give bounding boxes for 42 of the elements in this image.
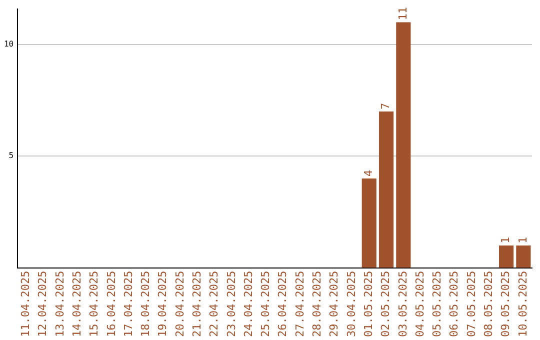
x-tick-label: 07.05.2025: [464, 270, 478, 338]
x-tick-label: 09.05.2025: [499, 270, 512, 338]
x-tick-label: 03.05.2025: [396, 270, 410, 338]
x-tick-label: 27.04.2025: [293, 270, 306, 338]
y-tick-label: 5: [8, 151, 14, 160]
x-tick-label: 30.04.2025: [344, 270, 358, 338]
x-tick-label: 17.04.2025: [122, 270, 135, 338]
bar: [378, 111, 394, 268]
x-tick-label: 08.05.2025: [482, 270, 495, 338]
x-tick-label: 29.04.2025: [328, 270, 341, 338]
x-tick-label: 24.04.2025: [242, 270, 255, 338]
x-tick-label: 10.05.2025: [516, 270, 530, 338]
x-tick-label: 19.04.2025: [156, 270, 170, 338]
x-tick-label: 22.04.2025: [208, 270, 221, 338]
x-tick-label: 06.05.2025: [448, 270, 461, 338]
y-tick-label: 10: [4, 40, 14, 49]
x-tick-label: 11.04.2025: [19, 270, 32, 338]
data-label: 4: [362, 169, 375, 176]
bar: [516, 245, 531, 268]
x-tick-label: 20.04.2025: [173, 270, 186, 338]
data-label: 11: [396, 6, 410, 20]
bar: [396, 22, 411, 268]
x-tick-label: 02.05.2025: [379, 270, 392, 338]
x-tick-label: 15.04.2025: [88, 270, 101, 338]
x-tick-label: 13.04.2025: [53, 270, 66, 338]
x-tick-label: 26.04.2025: [276, 270, 290, 338]
data-label: 1: [499, 236, 512, 244]
bar: [498, 245, 514, 268]
data-label: 7: [379, 102, 392, 110]
x-tick-label: 25.04.2025: [259, 270, 272, 338]
x-tick-label: 18.04.2025: [139, 270, 152, 338]
bar: [362, 178, 376, 268]
data-label: 1: [516, 236, 530, 244]
x-tick-label: 05.05.2025: [430, 270, 444, 338]
x-tick-label: 23.04.2025: [224, 270, 238, 338]
x-tick-label: 16.04.2025: [104, 270, 118, 338]
x-tick-label: 21.04.2025: [190, 270, 204, 338]
x-tick-label: 04.05.2025: [413, 270, 426, 338]
x-tick-label: 14.04.2025: [70, 270, 84, 338]
x-tick-label: 01.05.2025: [362, 270, 375, 338]
x-tick-label: 28.04.2025: [310, 270, 324, 338]
x-tick-label: 12.04.2025: [36, 270, 50, 338]
